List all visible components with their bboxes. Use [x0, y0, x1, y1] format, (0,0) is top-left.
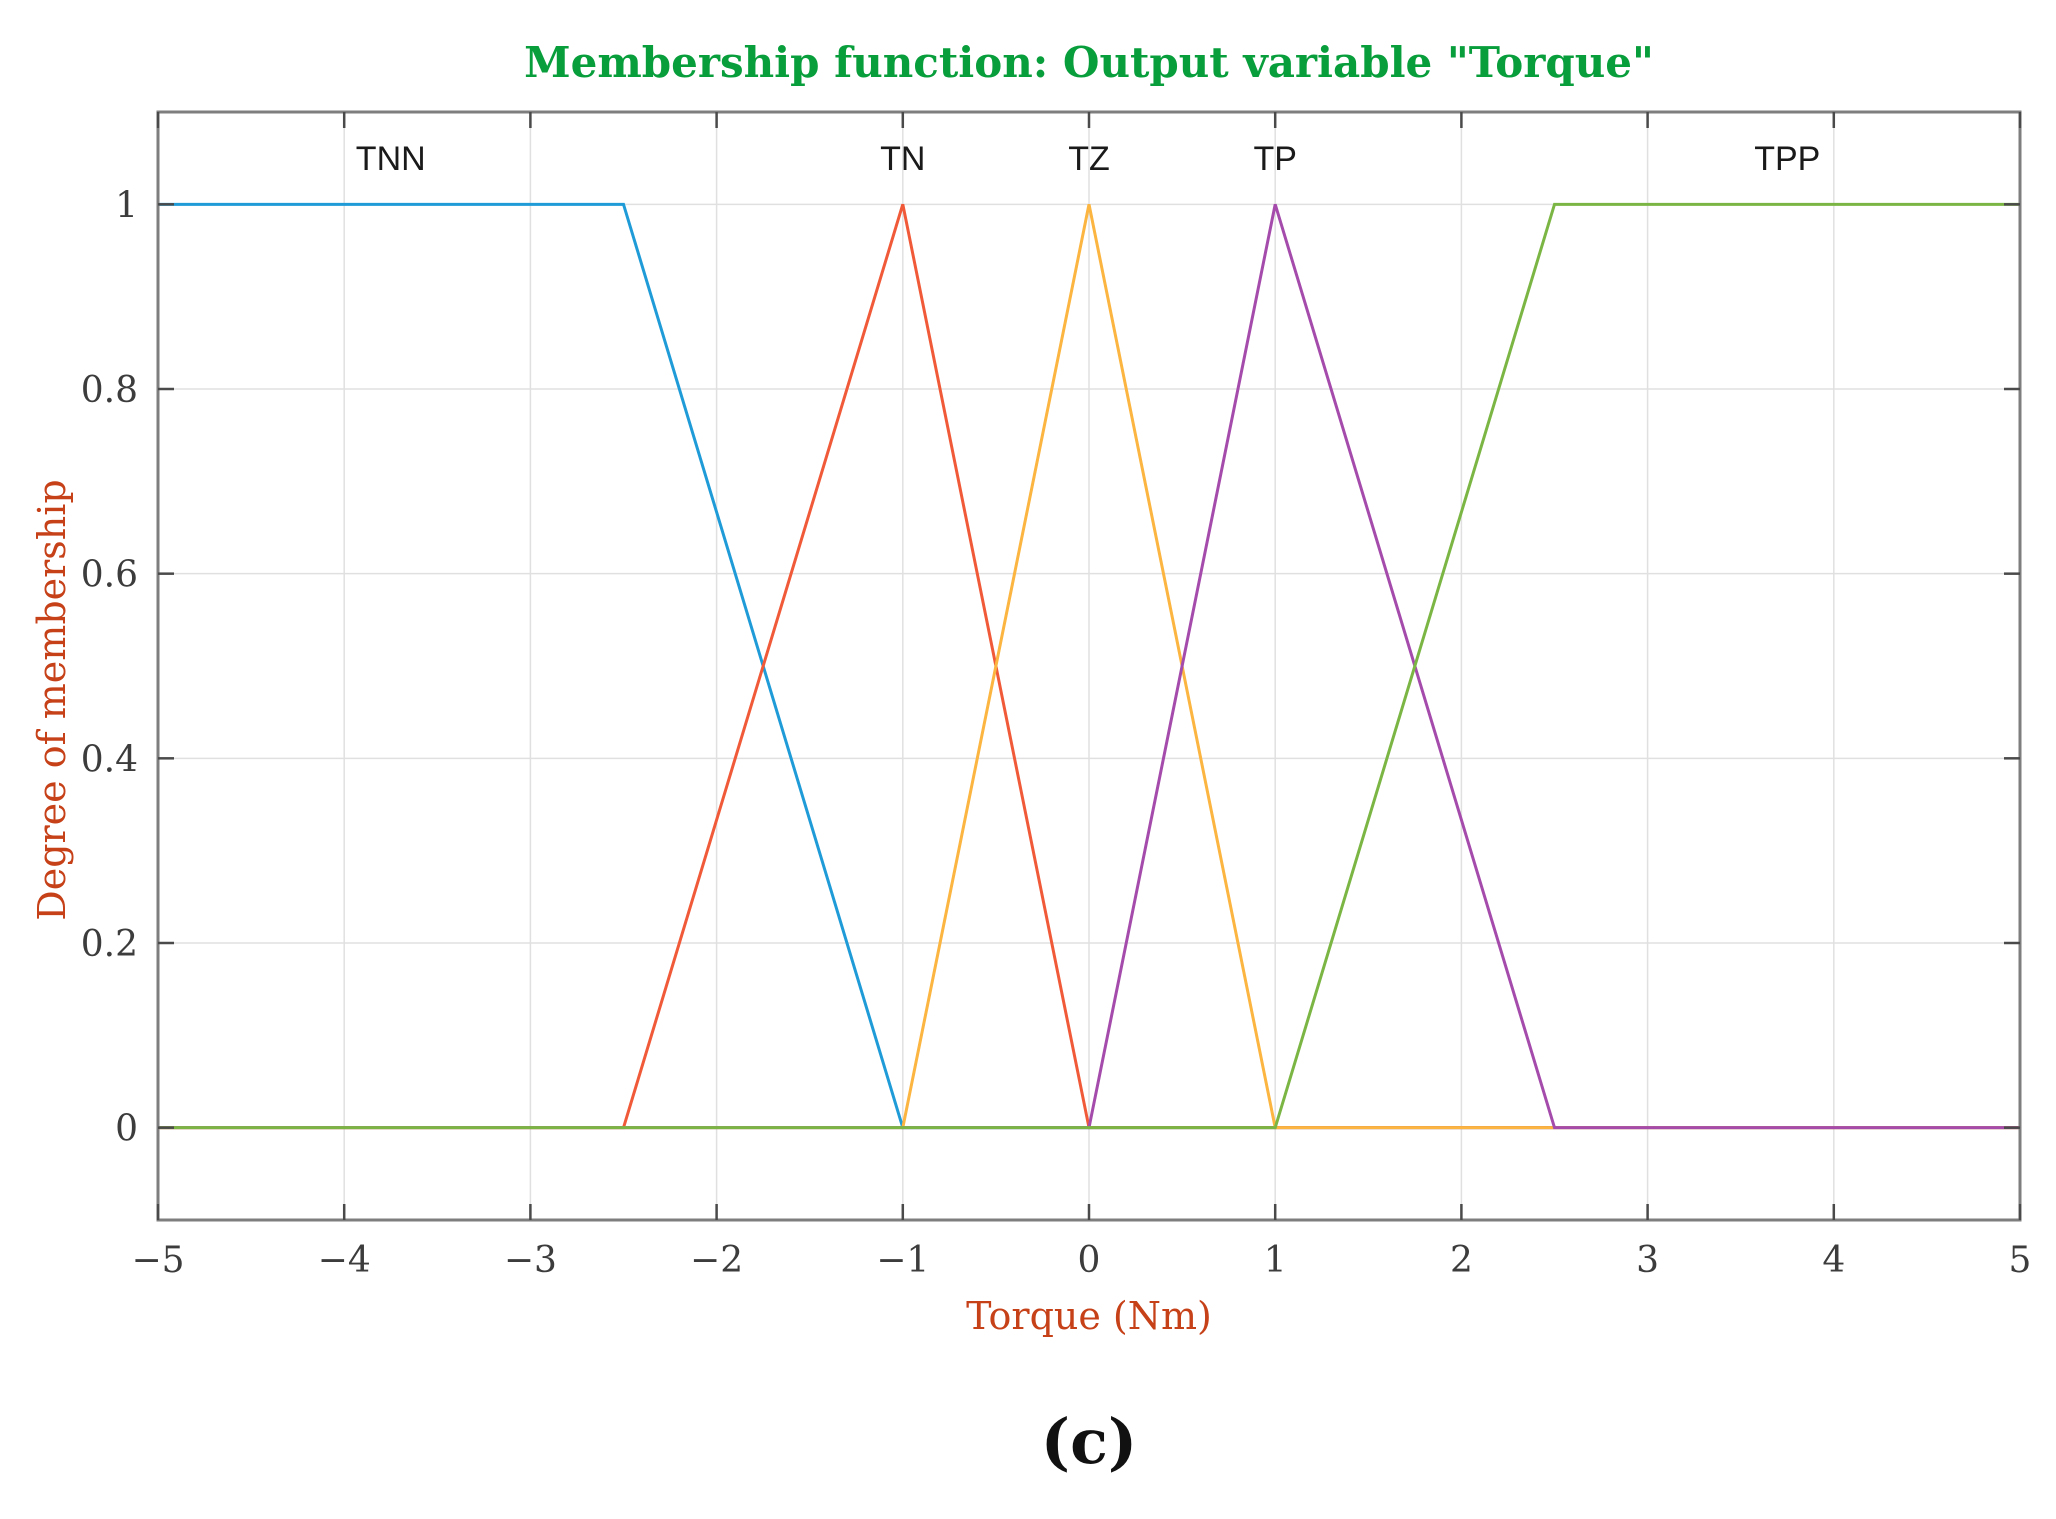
mf-label-TZ: TZ — [1068, 140, 1110, 178]
x-tick-label: −1 — [876, 1240, 929, 1281]
mf-label-TNN: TNN — [356, 140, 426, 178]
x-axis-label: Torque (Nm) — [966, 1294, 1212, 1338]
x-tick-label: 3 — [1636, 1240, 1659, 1281]
x-tick-label: −5 — [131, 1240, 184, 1281]
x-tick-label: 4 — [1822, 1240, 1845, 1281]
y-tick-label: 0.4 — [81, 739, 138, 780]
x-tick-label: 5 — [2009, 1240, 2032, 1281]
chart-title: Membership function: Output variable "To… — [524, 38, 1654, 87]
mf-label-TPP: TPP — [1754, 140, 1820, 178]
x-tick-label: −4 — [318, 1240, 371, 1281]
y-tick-label: 0.8 — [81, 370, 138, 411]
series-TPP — [158, 202, 2020, 1130]
x-tick-label: −3 — [504, 1240, 557, 1281]
figure-caption: (c) — [1040, 1405, 1138, 1478]
mf-label-TN: TN — [880, 140, 925, 178]
x-tick-label: 1 — [1264, 1240, 1287, 1281]
x-tick-label: 2 — [1450, 1240, 1473, 1281]
y-tick-label: 0.6 — [81, 555, 138, 596]
mf-label-TP: TP — [1253, 140, 1296, 178]
y-tick-label: 0 — [115, 1109, 138, 1150]
y-tick-label: 0.2 — [81, 924, 138, 965]
x-tick-label: 0 — [1078, 1240, 1101, 1281]
y-tick-label: 1 — [115, 185, 138, 226]
y-axis-label: Degree of membership — [30, 479, 74, 921]
x-tick-label: −2 — [690, 1240, 743, 1281]
